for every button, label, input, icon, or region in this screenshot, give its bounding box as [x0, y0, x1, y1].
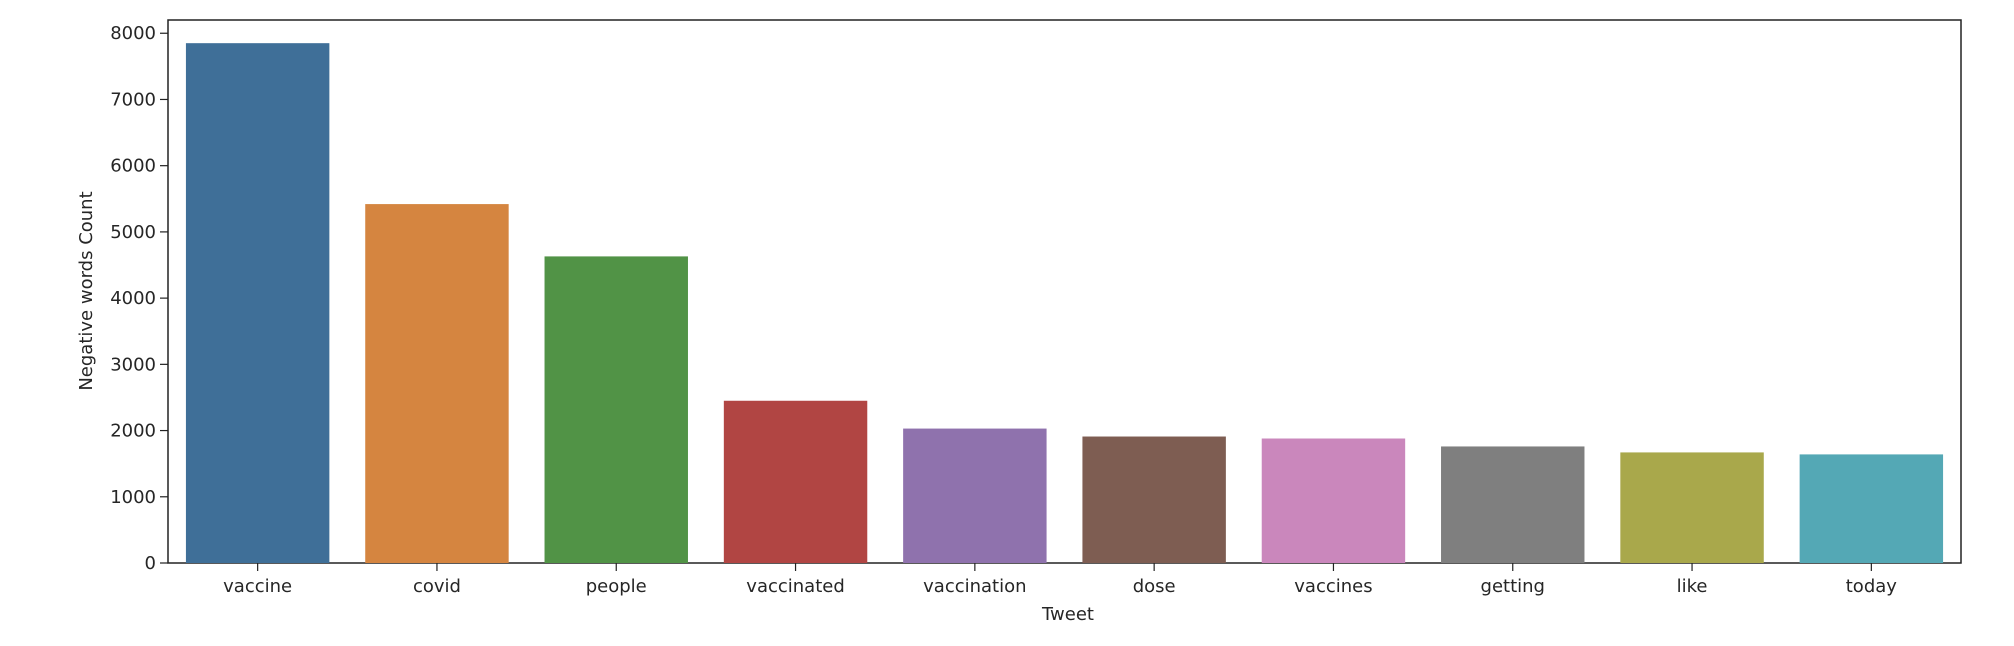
y-tick-label: 2000: [110, 421, 156, 442]
bar-like: [1620, 452, 1764, 563]
x-tick-label: vaccination: [923, 576, 1026, 597]
x-axis: vaccine covid people vaccinated vaccination d…: [223, 563, 1897, 597]
y-tick-label: 1000: [110, 487, 156, 508]
y-tick-label: 3000: [110, 354, 156, 375]
bar-vaccine: [185, 43, 330, 564]
bar-today: [1799, 454, 1944, 563]
x-tick-label: vaccinated: [746, 576, 844, 597]
x-tick-label: vaccine: [223, 576, 292, 597]
bar-covid: [365, 204, 509, 563]
x-tick-label: getting: [1481, 576, 1545, 597]
y-axis-label: Negative words Count: [76, 191, 97, 390]
bar-vaccines: [1261, 438, 1406, 563]
y-tick-label: 7000: [110, 89, 156, 110]
x-tick-label: vaccines: [1294, 576, 1372, 597]
bar-dose: [1082, 436, 1226, 563]
bar-getting: [1441, 446, 1585, 563]
bar-people: [544, 256, 688, 563]
x-axis-label: Tweet: [1041, 604, 1094, 625]
bar-vaccinated: [723, 400, 868, 563]
x-tick-label: people: [586, 576, 647, 597]
x-tick-label: covid: [413, 576, 461, 597]
y-tick-label: 0: [145, 553, 156, 574]
y-tick-label: 5000: [110, 222, 156, 243]
bar-vaccination: [903, 428, 1047, 563]
x-tick-label: today: [1846, 576, 1898, 597]
y-tick-label: 6000: [110, 156, 156, 177]
y-axis: 0 1000 2000 3000 4000 5000 6000 7000 8000: [110, 23, 168, 574]
y-tick-label: 4000: [110, 288, 156, 309]
plot-frame: [167, 19, 1962, 564]
y-tick-label: 8000: [110, 23, 156, 44]
bar-series: [185, 43, 1944, 564]
x-tick-label: dose: [1133, 576, 1176, 597]
x-tick-label: like: [1677, 576, 1708, 597]
